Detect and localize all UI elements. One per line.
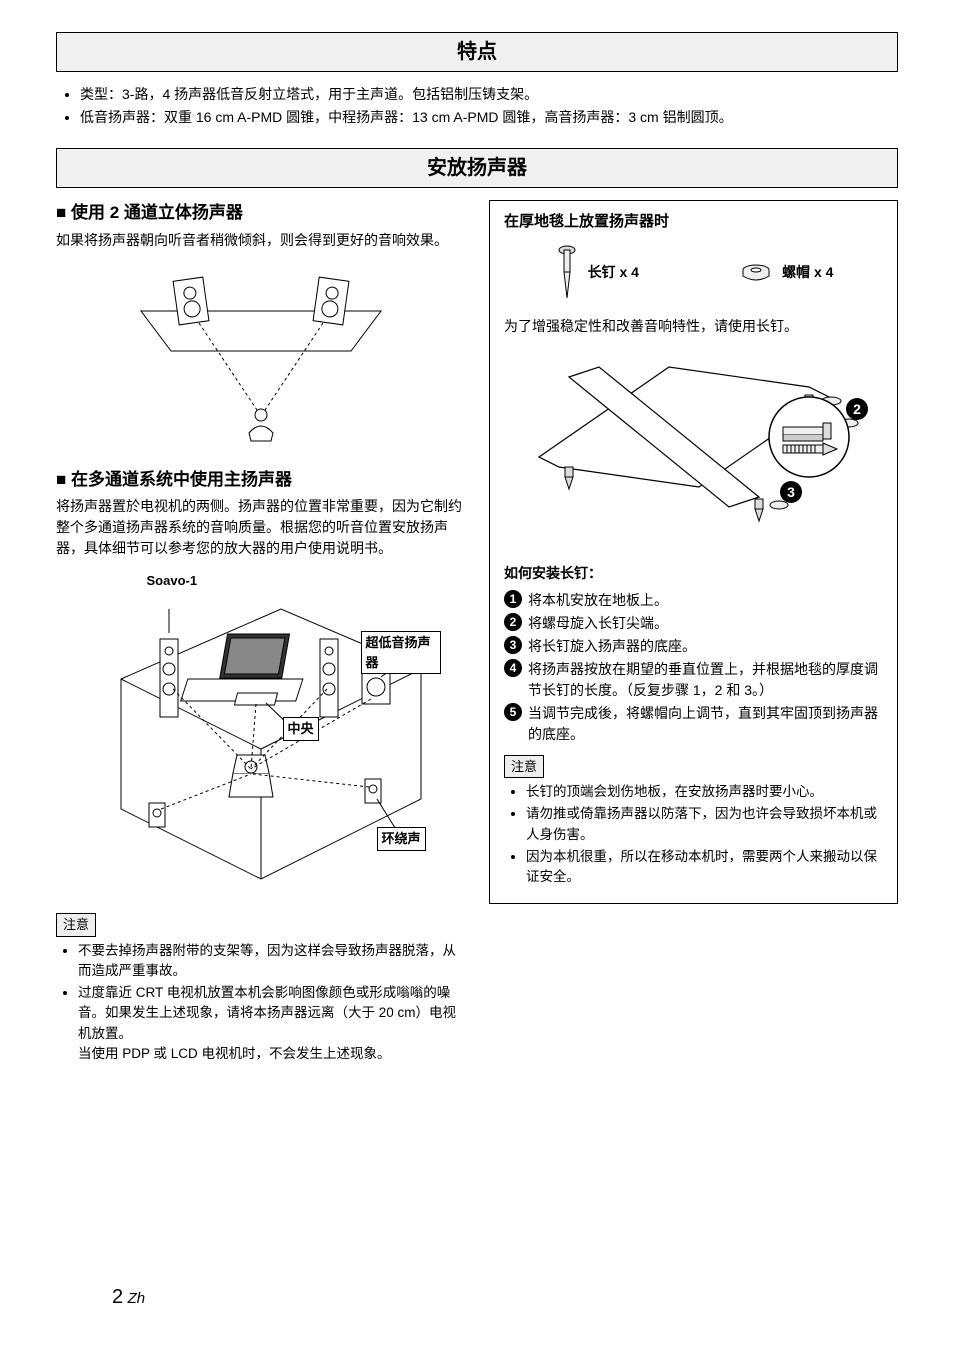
section-header-features: 特点 <box>56 32 898 72</box>
spike-label: 长钉 x 4 <box>588 262 639 283</box>
carpet-title: 在厚地毯上放置扬声器时 <box>504 211 883 234</box>
note-item: 因为本机很重，所以在移动本机时，需要两个人来搬动以保证安全。 <box>526 847 883 888</box>
stereo-heading: ■ 使用 2 通道立体扬声器 <box>56 200 465 226</box>
step-num-icon: 3 <box>504 636 522 654</box>
note-item: 长钉的顶端会划伤地板，在安放扬声器时要小心。 <box>526 782 883 802</box>
carpet-box: 在厚地毯上放置扬声器时 长钉 x 4 螺帽 x <box>489 200 898 904</box>
svg-text:2: 2 <box>853 401 861 417</box>
step-text: 将螺母旋入长钉尖端。 <box>528 613 883 634</box>
step-text: 将扬声器按放在期望的垂直位置上，并根据地毯的厚度调节长钉的长度。（反复步骤 1，… <box>528 659 883 701</box>
multi-heading: ■ 在多通道系统中使用主扬声器 <box>56 467 465 493</box>
install-heading: 如何安装长钉： <box>504 563 883 584</box>
label-subwoofer: 超低音扬声器 <box>361 631 441 674</box>
feature-list: 类型：3-路，4 扬声器低音反射立塔式，用于主声道。包括铝制压铸支架。 低音扬声… <box>68 84 898 128</box>
feature-item: 低音扬声器：双重 16 cm A-PMD 圆锥，中程扬声器：13 cm A-PM… <box>80 107 898 128</box>
step-text: 将长钉旋入扬声器的底座。 <box>528 636 883 657</box>
page-number: 2 Zh <box>112 1282 145 1312</box>
cap-label: 螺帽 x 4 <box>782 262 833 283</box>
install-steps: 1 将本机安放在地板上。 2 将螺母旋入长钉尖端。 3 将长钉旋入扬声器的底座。 4将… <box>504 590 883 745</box>
note-list-left: 不要去掉扬声器附带的支架等，因为这样会导致扬声器脱落，从而造成严重事故。 过度靠… <box>68 941 465 1065</box>
step-num-icon: 2 <box>504 613 522 631</box>
note-label-left: 注意 <box>56 913 96 937</box>
spike-icon <box>554 244 580 302</box>
multi-body: 将扬声器置於电视机的两侧。扬声器的位置非常重要，因为它制约整个多通道扬声器系统的… <box>56 496 465 559</box>
note-item: 请勿推或倚靠扬声器以防落下，因为也许会导致损坏本机或人身伤害。 <box>526 804 883 845</box>
feature-item: 类型：3-路，4 扬声器低音反射立塔式，用于主声道。包括铝制压铸支架。 <box>80 84 898 105</box>
carpet-para: 为了增强稳定性和改善音响特性，请使用长钉。 <box>504 316 883 337</box>
label-center: 中央 <box>283 717 319 741</box>
step-num-icon: 1 <box>504 590 522 608</box>
step-num-icon: 5 <box>504 703 522 721</box>
step-text: 当调节完成後，将螺帽向上调节，直到其牢固顶到扬声器的底座。 <box>528 703 883 745</box>
step-num-icon: 4 <box>504 659 522 677</box>
stereo-diagram <box>121 261 401 451</box>
left-column: ■ 使用 2 通道立体扬声器 如果将扬声器朝向听音者稍微倾斜，则会得到更好的音响… <box>56 200 465 1066</box>
right-column: 在厚地毯上放置扬声器时 长钉 x 4 螺帽 x <box>489 200 898 1066</box>
note-item: 不要去掉扬声器附带的支架等，因为这样会导致扬声器脱落，从而造成严重事故。 <box>78 941 465 982</box>
label-surround: 环绕声 <box>377 827 426 851</box>
stereo-body: 如果将扬声器朝向听音者稍微倾斜，则会得到更好的音响效果。 <box>56 230 465 251</box>
label-model: Soavo-1 <box>145 571 200 591</box>
note-item: 过度靠近 CRT 电视机放置本机会影响图像颜色或形成嗡嗡的噪音。如果发生上述现象… <box>78 983 465 1064</box>
section-header-placement: 安放扬声器 <box>56 148 898 188</box>
step-text: 将本机安放在地板上。 <box>528 590 883 611</box>
svg-text:3: 3 <box>787 484 795 500</box>
cap-icon <box>738 262 774 284</box>
note-label-right: 注意 <box>504 755 544 779</box>
base-diagram: 2 3 <box>509 347 879 547</box>
parts-row: 长钉 x 4 螺帽 x 4 <box>504 244 883 302</box>
note-list-right: 长钉的顶端会划伤地板，在安放扬声器时要小心。 请勿推或倚靠扬声器以防落下，因为也… <box>516 782 883 887</box>
